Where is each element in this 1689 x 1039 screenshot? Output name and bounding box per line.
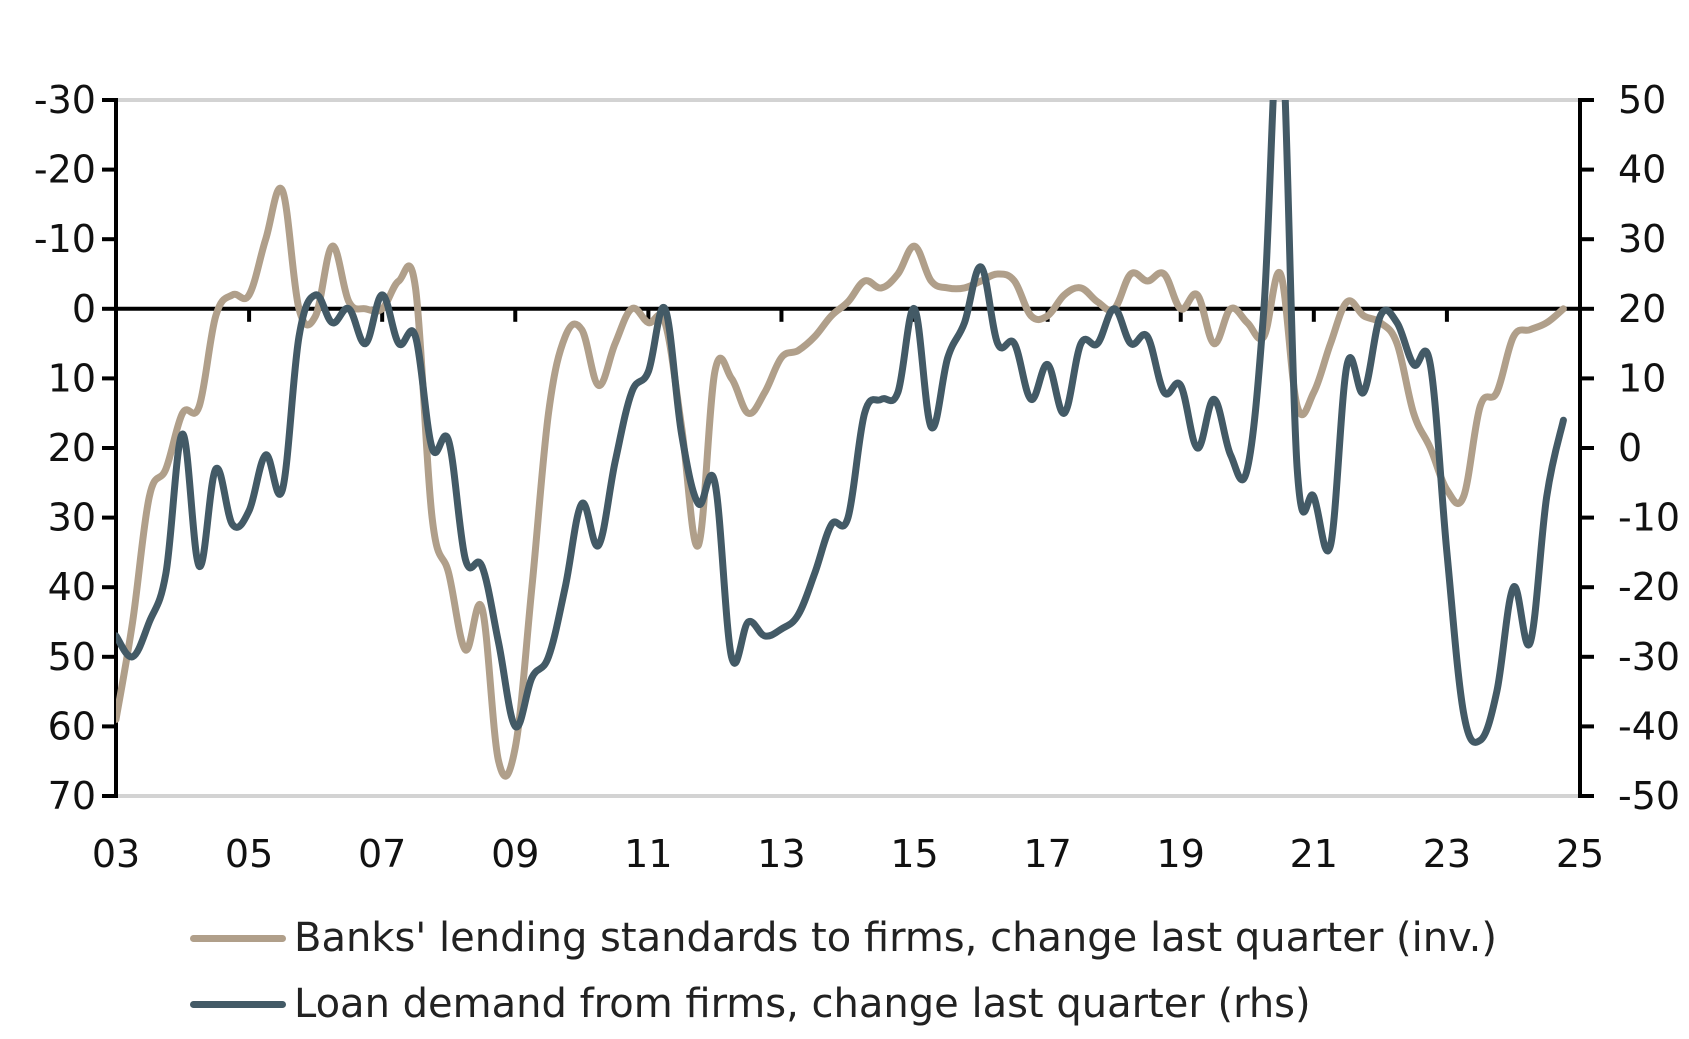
y-right-tick-label: 30 [1618, 217, 1666, 261]
y-right-tick-label: 20 [1618, 287, 1666, 331]
y-right-tick-label: -20 [1618, 565, 1680, 609]
legend-label-loan-demand: Loan demand from firms, change last quar… [294, 981, 1311, 1027]
y-left-tick-label: 50 [48, 635, 96, 679]
x-tick-label: 25 [1556, 832, 1604, 876]
y-left-tick-label: -10 [34, 217, 96, 261]
legend-label-lending-standards: Banks' lending standards to firms, chang… [294, 915, 1497, 961]
x-tick-label: 05 [225, 832, 273, 876]
y-left-tick-label: 30 [48, 496, 96, 540]
y-right-tick-label: -50 [1618, 774, 1680, 818]
series-line-loan-demand [116, 100, 1567, 746]
y-left-tick-label: 60 [48, 704, 96, 748]
y-left-tick-label: 40 [48, 565, 96, 609]
y-left-tick-label: 70 [48, 774, 96, 818]
legend-swatch-loan-demand [190, 1000, 286, 1008]
x-tick-label: 09 [491, 832, 539, 876]
y-left-tick-label: -30 [34, 78, 96, 122]
x-tick-label: 17 [1023, 832, 1071, 876]
x-tick-label: 03 [92, 832, 140, 876]
y-right-tick-label: 10 [1618, 356, 1666, 400]
x-tick-label: 07 [358, 832, 406, 876]
y-right-tick-label: 40 [1618, 148, 1666, 192]
y-right-tick-label: -10 [1618, 496, 1680, 540]
legend-item-lending-standards: Banks' lending standards to firms, chang… [190, 905, 1497, 971]
y-right-tick-label: 50 [1618, 78, 1666, 122]
legend: Banks' lending standards to firms, chang… [190, 905, 1497, 1037]
y-left-tick-label: -20 [34, 148, 96, 192]
legend-item-loan-demand: Loan demand from firms, change last quar… [190, 971, 1497, 1037]
y-right-tick-label: 0 [1618, 426, 1642, 470]
series-line-lending-standards [116, 184, 1567, 780]
x-tick-label: 13 [757, 832, 805, 876]
y-right-tick-label: -40 [1618, 704, 1680, 748]
y-left-tick-label: 20 [48, 426, 96, 470]
y-right-tick-label: -30 [1618, 635, 1680, 679]
y-left-tick-label: 10 [48, 356, 96, 400]
legend-swatch-lending-standards [190, 934, 286, 942]
x-tick-label: 11 [624, 832, 672, 876]
x-tick-label: 15 [890, 832, 938, 876]
x-tick-label: 23 [1423, 832, 1471, 876]
x-tick-label: 19 [1157, 832, 1205, 876]
x-tick-label: 21 [1290, 832, 1338, 876]
y-left-tick-label: 0 [72, 287, 96, 331]
